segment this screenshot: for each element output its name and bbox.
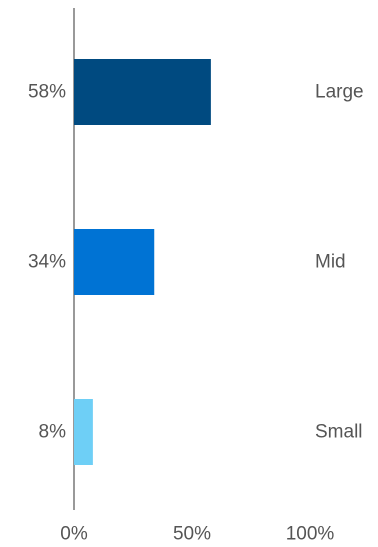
category-label-mid: Mid xyxy=(315,252,346,273)
bars-group xyxy=(74,59,211,465)
x-tick-label-50: 50% xyxy=(173,524,211,545)
value-label-large: 58% xyxy=(28,82,66,103)
category-label-large: Large xyxy=(315,82,364,103)
x-tick-labels-group: 0% 50% 100% xyxy=(60,524,334,545)
value-label-mid: 34% xyxy=(28,252,66,273)
bar-large xyxy=(74,59,211,125)
value-label-small: 8% xyxy=(39,422,67,443)
category-labels-group: Large Mid Small xyxy=(315,82,364,443)
category-label-small: Small xyxy=(315,422,363,443)
bar-small xyxy=(74,399,93,465)
bar-mid xyxy=(74,229,155,295)
x-tick-label-100: 100% xyxy=(286,524,335,545)
value-labels-group: 58% 34% 8% xyxy=(28,82,66,443)
x-tick-label-0: 0% xyxy=(60,524,88,545)
